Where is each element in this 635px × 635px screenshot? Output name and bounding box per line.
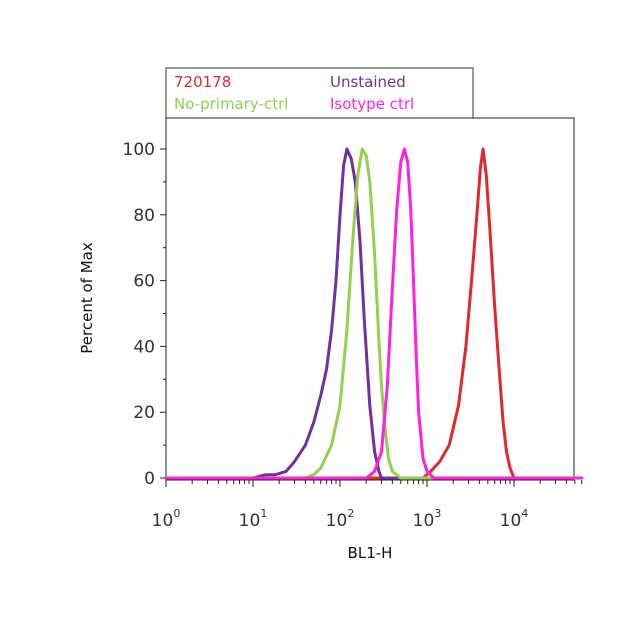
legend-entry-isotype-ctrl: Isotype ctrl <box>330 95 414 113</box>
series-line-isotype-ctrl <box>164 147 584 480</box>
plot-frame <box>165 117 575 481</box>
x-tick-label: 101 <box>239 507 268 531</box>
y-axis-title: Percent of Max <box>78 242 96 354</box>
y-tick-label: 100 <box>123 140 155 160</box>
series-line-unstained <box>164 147 584 480</box>
x-tick-label: 103 <box>413 507 442 531</box>
series-layer <box>164 147 584 480</box>
x-tick-label: 104 <box>500 507 529 531</box>
x-axis: 100 101 102 103 104 <box>152 480 583 531</box>
y-tick-label: 20 <box>133 403 155 423</box>
x-axis-title: BL1-H <box>348 544 393 562</box>
legend-entry-unstained: Unstained <box>330 73 406 91</box>
y-tick-label: 80 <box>133 206 155 226</box>
x-tick-label: 100 <box>152 507 181 531</box>
y-tick-label: 60 <box>133 272 155 292</box>
legend-entry-720178: 720178 <box>174 73 231 91</box>
x-tick-label: 102 <box>326 507 355 531</box>
y-tick-label: 0 <box>144 469 155 489</box>
series-line-720178 <box>164 147 584 480</box>
series-line-no-primary-ctrl <box>164 147 584 480</box>
legend-box <box>165 67 474 119</box>
y-axis: 0 20 40 60 80 100 <box>123 140 166 489</box>
y-tick-label: 40 <box>133 337 155 357</box>
legend-entry-no-primary-ctrl: No-primary-ctrl <box>174 95 288 113</box>
